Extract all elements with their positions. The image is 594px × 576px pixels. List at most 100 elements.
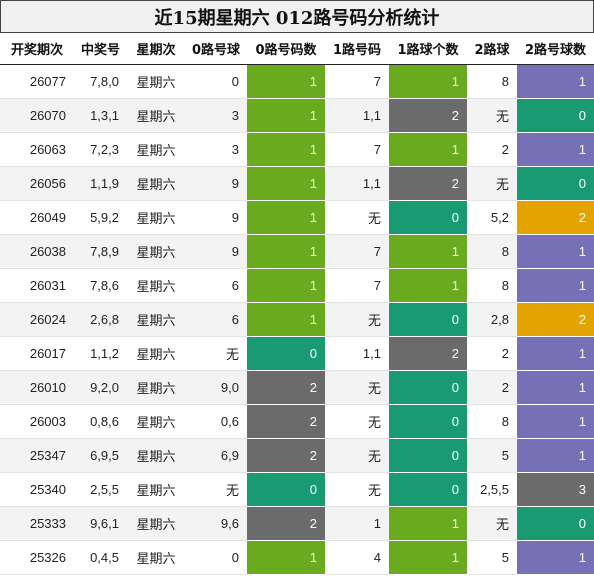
cell-route1-count: 2 (389, 336, 467, 371)
cell-route2-balls: 8 (467, 64, 517, 99)
cell-route0-count: 2 (247, 370, 325, 405)
cell-route2-count: 1 (517, 336, 594, 371)
cell-route2-count: 0 (517, 166, 594, 201)
cell-route1-count: 1 (389, 268, 467, 303)
cell-weekday: 星期六 (127, 64, 185, 99)
cell-winning-number: 2,5,5 (74, 472, 127, 507)
cell-route0-count: 0 (247, 472, 325, 507)
header-number: 中奖号 (74, 33, 127, 65)
page-title: 近15期星期六 012路号码分析统计 (0, 0, 594, 33)
cell-route1-balls: 无 (325, 200, 389, 235)
table-row: 26031 7,8,6 星期六 6 1 7 1 8 1 (0, 268, 594, 303)
cell-weekday: 星期六 (127, 506, 185, 541)
cell-period: 26070 (0, 98, 74, 133)
table-row: 26070 1,3,1 星期六 3 1 1,1 2 无 0 (0, 98, 594, 133)
cell-route0-balls: 0 (185, 540, 247, 575)
cell-route2-count: 0 (517, 506, 594, 541)
table-header-row: 开奖期次 中奖号 星期次 0路号球 0路号码数 1路号码 1路球个数 2路球 2… (0, 33, 594, 65)
cell-route1-count: 0 (389, 200, 467, 235)
cell-route0-count: 1 (247, 268, 325, 303)
cell-route0-count: 1 (247, 540, 325, 575)
cell-route0-balls: 6,9 (185, 438, 247, 473)
cell-winning-number: 1,1,9 (74, 166, 127, 201)
cell-route1-count: 0 (389, 370, 467, 405)
cell-route1-balls: 无 (325, 302, 389, 337)
cell-route1-balls: 无 (325, 370, 389, 405)
header-route0-count: 0路号码数 (247, 33, 325, 65)
header-route2-balls: 2路球 (467, 33, 517, 65)
cell-weekday: 星期六 (127, 370, 185, 405)
cell-route0-balls: 9 (185, 166, 247, 201)
cell-winning-number: 9,6,1 (74, 506, 127, 541)
table-row: 26017 1,1,2 星期六无 0 1,1 2 2 1 (0, 336, 594, 371)
cell-winning-number: 6,9,5 (74, 438, 127, 473)
cell-period: 26010 (0, 370, 74, 405)
cell-weekday: 星期六 (127, 404, 185, 439)
cell-route2-balls: 无 (467, 506, 517, 541)
cell-route2-count: 1 (517, 370, 594, 405)
cell-period: 25340 (0, 472, 74, 507)
cell-route2-count: 1 (517, 268, 594, 303)
cell-winning-number: 1,1,2 (74, 336, 127, 371)
cell-route1-count: 0 (389, 472, 467, 507)
cell-route0-balls: 3 (185, 132, 247, 167)
table-row: 25340 2,5,5 星期六无 0 无 0 2,5,5 3 (0, 472, 594, 507)
cell-route2-balls: 2 (467, 370, 517, 405)
cell-route0-balls: 6 (185, 268, 247, 303)
cell-route2-balls: 无 (467, 166, 517, 201)
header-weekday: 星期次 (127, 33, 185, 65)
cell-winning-number: 7,8,9 (74, 234, 127, 269)
cell-route2-balls: 8 (467, 268, 517, 303)
cell-route1-balls: 7 (325, 234, 389, 269)
table-row: 26049 5,9,2 星期六 9 1 无 0 5,2 2 (0, 200, 594, 235)
cell-route0-count: 2 (247, 438, 325, 473)
cell-period: 25347 (0, 438, 74, 473)
cell-route0-count: 1 (247, 234, 325, 269)
cell-route0-balls: 0,6 (185, 404, 247, 439)
cell-period: 26056 (0, 166, 74, 201)
cell-period: 25326 (0, 540, 74, 575)
table-row: 26010 9,2,0 星期六 9,0 2 无 0 2 1 (0, 370, 594, 405)
cell-route0-count: 1 (247, 132, 325, 167)
cell-period: 25333 (0, 506, 74, 541)
cell-route1-balls: 无 (325, 438, 389, 473)
cell-route0-balls: 无 (185, 336, 247, 371)
table-row: 26077 7,8,0 星期六 0 1 7 1 8 1 (0, 64, 594, 99)
cell-winning-number: 2,6,8 (74, 302, 127, 337)
cell-route0-balls: 9 (185, 200, 247, 235)
cell-route2-count: 1 (517, 132, 594, 167)
cell-winning-number: 1,3,1 (74, 98, 127, 133)
cell-route1-balls: 7 (325, 132, 389, 167)
cell-route0-count: 1 (247, 302, 325, 337)
cell-route1-balls: 7 (325, 268, 389, 303)
cell-route0-balls: 6 (185, 302, 247, 337)
cell-route2-balls: 8 (467, 234, 517, 269)
cell-winning-number: 0,4,5 (74, 540, 127, 575)
cell-route0-balls: 9 (185, 234, 247, 269)
cell-route2-balls: 8 (467, 404, 517, 439)
stats-table: 开奖期次 中奖号 星期次 0路号球 0路号码数 1路号码 1路球个数 2路球 2… (0, 33, 594, 575)
cell-route2-count: 1 (517, 540, 594, 575)
cell-route1-balls: 1,1 (325, 166, 389, 201)
cell-route1-count: 0 (389, 438, 467, 473)
cell-route1-balls: 无 (325, 404, 389, 439)
cell-winning-number: 7,8,6 (74, 268, 127, 303)
cell-route0-balls: 3 (185, 98, 247, 133)
table-row: 26056 1,1,9 星期六 9 1 1,1 2 无 0 (0, 166, 594, 201)
cell-route2-count: 2 (517, 200, 594, 235)
cell-route1-count: 1 (389, 64, 467, 99)
cell-weekday: 星期六 (127, 336, 185, 371)
table-row: 26024 2,6,8 星期六 6 1 无 0 2,8 2 (0, 302, 594, 337)
cell-route1-count: 2 (389, 166, 467, 201)
cell-route1-count: 1 (389, 540, 467, 575)
header-route1-balls: 1路号码 (325, 33, 389, 65)
cell-route2-balls: 2,8 (467, 302, 517, 337)
cell-weekday: 星期六 (127, 268, 185, 303)
cell-period: 26063 (0, 132, 74, 167)
cell-winning-number: 7,8,0 (74, 64, 127, 99)
cell-route0-count: 2 (247, 404, 325, 439)
cell-route0-balls: 无 (185, 472, 247, 507)
cell-route0-balls: 0 (185, 64, 247, 99)
cell-route1-count: 1 (389, 234, 467, 269)
cell-period: 26003 (0, 404, 74, 439)
